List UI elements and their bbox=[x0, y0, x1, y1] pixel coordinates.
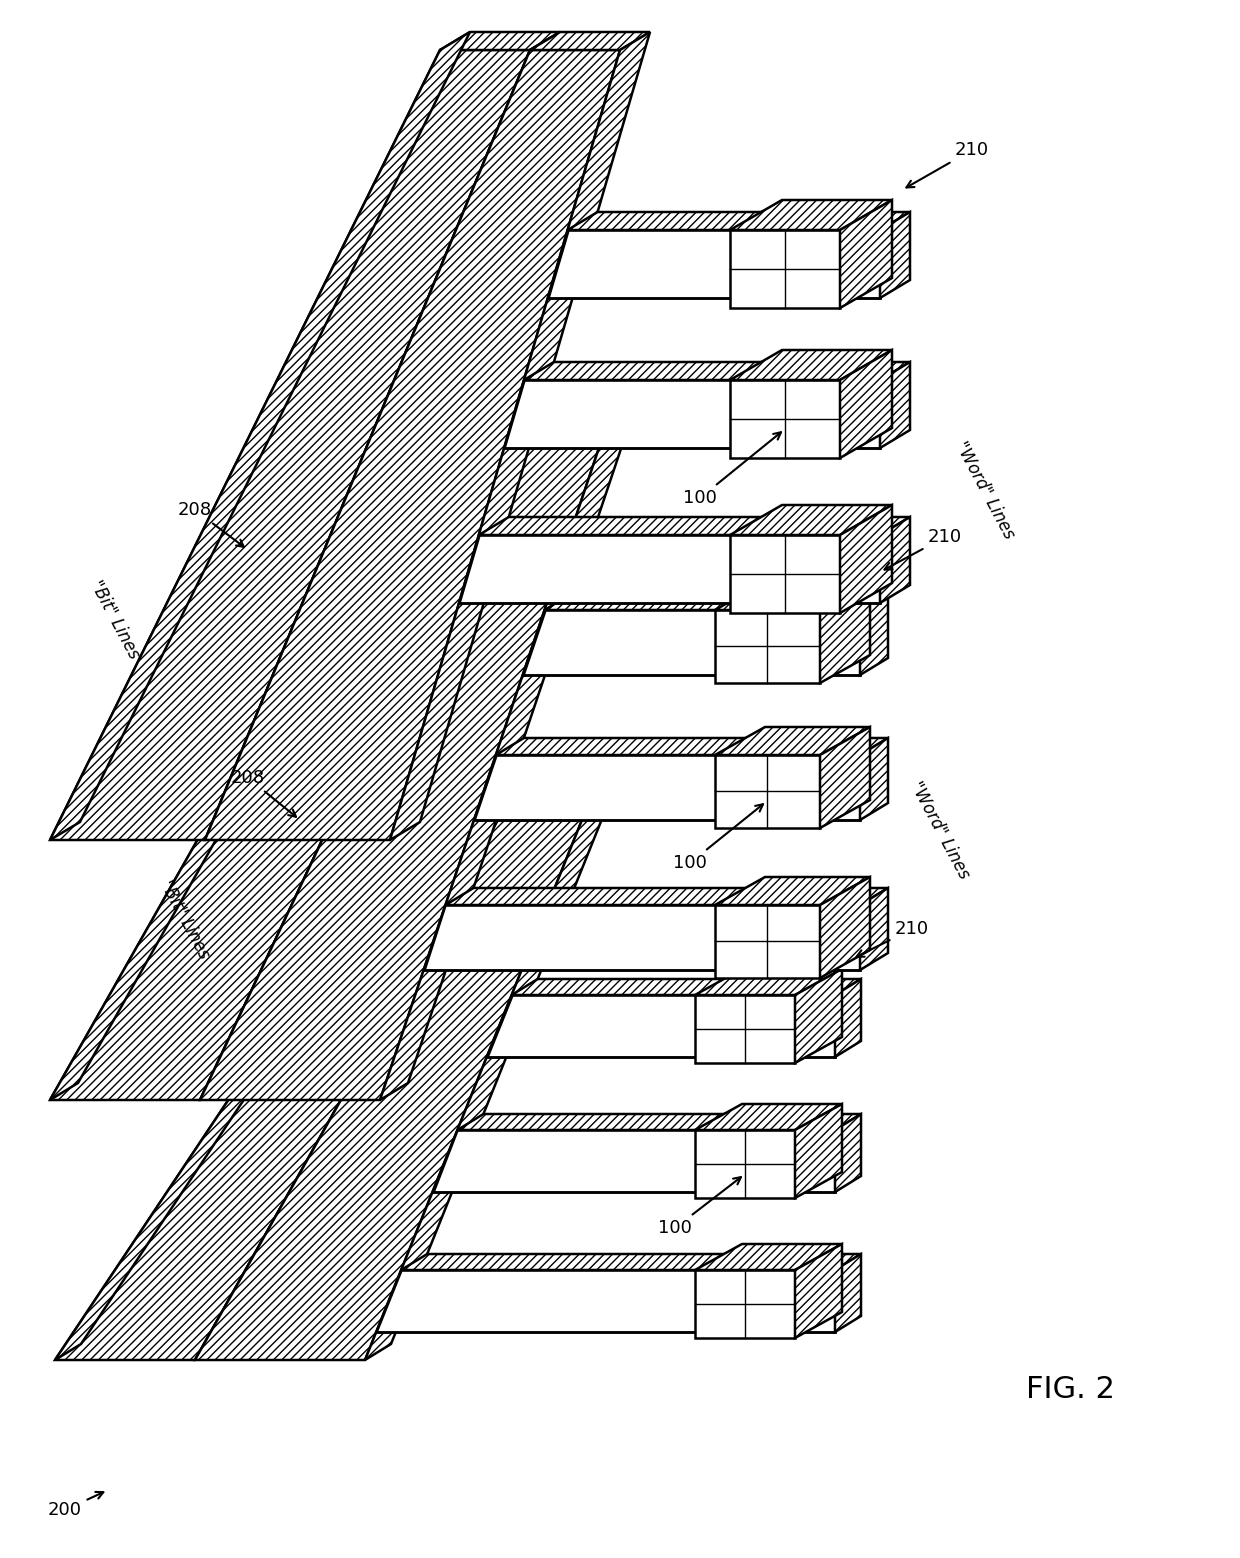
Text: 200: 200 bbox=[48, 1493, 103, 1519]
Polygon shape bbox=[205, 33, 560, 840]
Polygon shape bbox=[200, 413, 543, 1100]
Polygon shape bbox=[730, 534, 839, 612]
Polygon shape bbox=[376, 1270, 835, 1332]
Polygon shape bbox=[195, 820, 582, 1360]
Text: FIG. 2: FIG. 2 bbox=[1025, 1376, 1115, 1404]
Text: 208: 208 bbox=[231, 770, 296, 816]
Polygon shape bbox=[839, 351, 892, 458]
Polygon shape bbox=[496, 738, 888, 756]
Polygon shape bbox=[715, 611, 820, 682]
Polygon shape bbox=[730, 231, 839, 308]
Text: 100: 100 bbox=[673, 804, 763, 872]
Polygon shape bbox=[50, 33, 470, 840]
Polygon shape bbox=[474, 756, 861, 820]
Polygon shape bbox=[379, 413, 632, 1100]
Polygon shape bbox=[839, 505, 892, 612]
Polygon shape bbox=[715, 756, 820, 827]
Polygon shape bbox=[861, 888, 888, 971]
Polygon shape bbox=[795, 1243, 842, 1338]
Polygon shape bbox=[415, 804, 525, 820]
Polygon shape bbox=[835, 978, 861, 1056]
Polygon shape bbox=[880, 212, 910, 298]
Polygon shape bbox=[694, 996, 795, 1063]
Text: 210: 210 bbox=[857, 921, 929, 957]
Text: 210: 210 bbox=[884, 528, 962, 570]
Polygon shape bbox=[55, 804, 441, 1360]
Polygon shape bbox=[715, 583, 870, 611]
Polygon shape bbox=[50, 50, 529, 840]
Polygon shape bbox=[694, 969, 842, 996]
Polygon shape bbox=[839, 199, 892, 308]
Text: 100: 100 bbox=[683, 432, 781, 506]
Text: "Bit" Lines: "Bit" Lines bbox=[156, 877, 213, 963]
Polygon shape bbox=[861, 738, 888, 820]
Polygon shape bbox=[487, 996, 835, 1056]
Polygon shape bbox=[445, 888, 888, 905]
Polygon shape bbox=[529, 33, 650, 50]
Polygon shape bbox=[50, 430, 515, 1100]
Polygon shape bbox=[568, 212, 910, 231]
Polygon shape bbox=[433, 1130, 835, 1192]
Polygon shape bbox=[458, 1114, 861, 1130]
Polygon shape bbox=[512, 978, 861, 996]
Polygon shape bbox=[820, 728, 870, 827]
Polygon shape bbox=[205, 50, 620, 840]
Polygon shape bbox=[694, 1105, 842, 1130]
Polygon shape bbox=[730, 380, 839, 458]
Polygon shape bbox=[544, 594, 888, 611]
Polygon shape bbox=[548, 231, 880, 298]
Polygon shape bbox=[861, 594, 888, 675]
Polygon shape bbox=[479, 517, 910, 534]
Polygon shape bbox=[715, 877, 870, 905]
Polygon shape bbox=[694, 1130, 795, 1198]
Polygon shape bbox=[523, 611, 861, 675]
Polygon shape bbox=[505, 380, 880, 449]
Polygon shape bbox=[835, 1254, 861, 1332]
Text: 210: 210 bbox=[906, 142, 990, 187]
Polygon shape bbox=[820, 583, 870, 682]
Polygon shape bbox=[195, 804, 525, 1360]
Polygon shape bbox=[391, 33, 650, 840]
Polygon shape bbox=[730, 505, 892, 534]
Polygon shape bbox=[200, 430, 605, 1100]
Polygon shape bbox=[835, 1114, 861, 1192]
Polygon shape bbox=[880, 517, 910, 603]
Polygon shape bbox=[820, 877, 870, 978]
Polygon shape bbox=[730, 199, 892, 231]
Polygon shape bbox=[55, 820, 498, 1360]
Text: "Bit" Lines: "Bit" Lines bbox=[87, 578, 143, 662]
Polygon shape bbox=[715, 728, 870, 756]
Polygon shape bbox=[440, 33, 560, 50]
Polygon shape bbox=[424, 905, 861, 971]
Text: 100: 100 bbox=[658, 1178, 742, 1237]
Polygon shape bbox=[694, 1270, 795, 1338]
Polygon shape bbox=[525, 361, 910, 380]
Polygon shape bbox=[402, 1254, 861, 1270]
Polygon shape bbox=[50, 413, 458, 1100]
Text: 208: 208 bbox=[177, 502, 244, 547]
Polygon shape bbox=[795, 969, 842, 1063]
Text: "Word" Lines: "Word" Lines bbox=[952, 438, 1018, 542]
Polygon shape bbox=[880, 361, 910, 449]
Polygon shape bbox=[430, 413, 543, 430]
Polygon shape bbox=[498, 804, 608, 820]
Polygon shape bbox=[365, 804, 608, 1360]
Polygon shape bbox=[515, 413, 632, 430]
Polygon shape bbox=[795, 1105, 842, 1198]
Text: "Word" Lines: "Word" Lines bbox=[906, 777, 973, 882]
Polygon shape bbox=[730, 351, 892, 380]
Polygon shape bbox=[694, 1243, 842, 1270]
Polygon shape bbox=[715, 905, 820, 978]
Polygon shape bbox=[459, 534, 880, 603]
